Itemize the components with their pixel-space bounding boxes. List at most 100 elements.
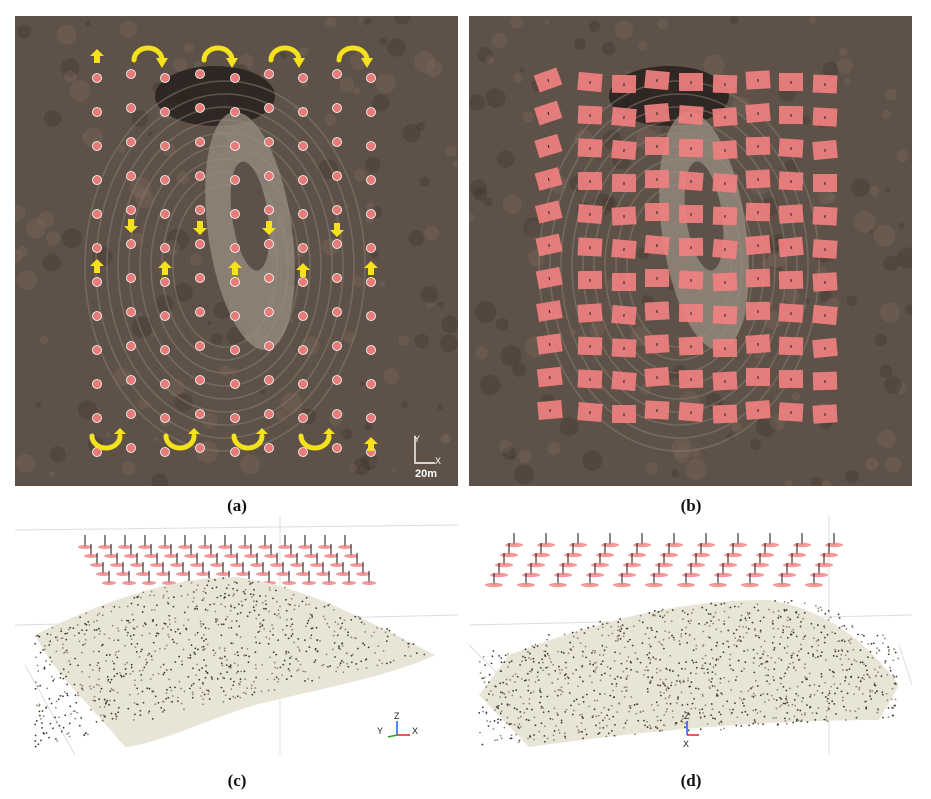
a-terrace-ring <box>106 106 344 426</box>
camera-footprint <box>535 266 563 290</box>
waypoint-marker <box>298 141 308 151</box>
waypoint-marker <box>126 341 136 351</box>
waypoint-marker <box>126 103 136 113</box>
a-terrace-ring <box>84 80 366 452</box>
waypoint-marker <box>264 341 274 351</box>
waypoint-marker <box>126 443 136 453</box>
camera-footprint <box>678 171 704 191</box>
camera-footprint <box>535 233 563 257</box>
camera-footprint <box>778 303 804 323</box>
waypoint-marker <box>195 205 205 215</box>
waypoint-marker <box>195 273 205 283</box>
turn-arrow-icon <box>231 433 265 451</box>
camera-footprint <box>644 202 670 222</box>
grid-line <box>15 524 458 531</box>
waypoint-marker <box>332 239 342 249</box>
waypoint-marker <box>92 175 102 185</box>
camera-footprint <box>712 173 738 193</box>
camera-footprint <box>644 234 670 256</box>
flight-arrow-icon <box>90 49 104 63</box>
waypoint-marker <box>332 307 342 317</box>
camera-footprint <box>536 333 563 355</box>
waypoint-marker <box>160 209 170 219</box>
camera-footprint <box>812 139 838 161</box>
waypoint-marker <box>264 171 274 181</box>
camera-footprint <box>745 169 771 189</box>
waypoint-marker <box>264 273 274 283</box>
waypoint-marker <box>92 311 102 321</box>
waypoint-marker <box>230 345 240 355</box>
camera-footprint <box>745 400 771 420</box>
camera-footprint <box>611 140 637 160</box>
point-cloud-view-d: Z X <box>469 515 912 755</box>
waypoint-marker <box>92 73 102 83</box>
waypoint-marker <box>332 171 342 181</box>
waypoint-marker <box>332 205 342 215</box>
camera-footprint <box>577 303 603 323</box>
waypoint-marker <box>126 171 136 181</box>
turn-arrow-icon <box>336 45 370 63</box>
camera-footprint <box>678 336 704 356</box>
camera-footprint <box>534 133 563 159</box>
b-terrace-ring <box>560 106 798 426</box>
waypoint-marker <box>195 171 205 181</box>
camera-footprint <box>712 272 738 292</box>
waypoint-marker <box>195 341 205 351</box>
b-terrace-ring <box>549 93 809 439</box>
waypoint-marker <box>298 379 308 389</box>
camera-footprint <box>812 371 838 391</box>
point-cloud-view-c: Z Y X <box>15 515 458 755</box>
caption-a: (a) <box>227 496 247 515</box>
camera-footprints-image <box>469 16 912 486</box>
camera-footprint <box>577 270 603 290</box>
camera-footprint <box>611 238 637 260</box>
point-cloud-surface <box>35 577 435 747</box>
camera-footprint <box>778 72 804 92</box>
camera-footprint <box>536 366 563 388</box>
camera-footprint <box>745 268 771 288</box>
waypoint-marker <box>264 443 274 453</box>
waypoint-marker <box>230 379 240 389</box>
camera-footprint <box>644 169 670 189</box>
waypoint-marker <box>298 73 308 83</box>
camera-footprint <box>678 72 704 92</box>
camera-footprint <box>577 402 603 422</box>
grid-line <box>898 644 912 686</box>
caption-b: (b) <box>680 496 702 515</box>
camera-footprint <box>577 105 603 125</box>
camera-footprint <box>745 136 771 156</box>
waypoint-marker <box>160 73 170 83</box>
waypoint-marker <box>298 277 308 287</box>
waypoint-marker <box>230 277 240 287</box>
axis-y-label-c: Y <box>377 726 384 736</box>
camera-footprint <box>812 206 838 226</box>
caption-d: (d) <box>680 771 702 790</box>
camera-footprint <box>712 238 738 260</box>
waypoint-marker <box>298 311 308 321</box>
waypoint-marker <box>160 311 170 321</box>
waypoint-marker <box>366 413 376 423</box>
point-cloud-surface <box>479 600 899 747</box>
waypoint-marker <box>230 141 240 151</box>
camera-footprint <box>745 234 771 256</box>
waypoint-marker <box>126 307 136 317</box>
camera-footprint <box>533 67 563 93</box>
waypoint-marker <box>366 311 376 321</box>
camera-footprint <box>533 100 563 126</box>
camera-footprint <box>678 204 704 224</box>
flight-arrow-icon <box>364 437 378 451</box>
waypoint-marker <box>92 345 102 355</box>
waypoint-marker <box>264 375 274 385</box>
camera-footprint <box>812 337 838 359</box>
waypoint-marker <box>160 345 170 355</box>
camera-footprint <box>778 138 804 158</box>
waypoint-marker <box>298 447 308 457</box>
waypoint-marker <box>332 341 342 351</box>
waypoint-marker <box>264 137 274 147</box>
a-ridge-shadow <box>230 161 270 271</box>
camera-footprint <box>812 239 838 259</box>
waypoint-marker <box>92 107 102 117</box>
camera-footprint <box>678 105 704 125</box>
grid-line <box>24 664 76 755</box>
waypoint-marker <box>264 103 274 113</box>
